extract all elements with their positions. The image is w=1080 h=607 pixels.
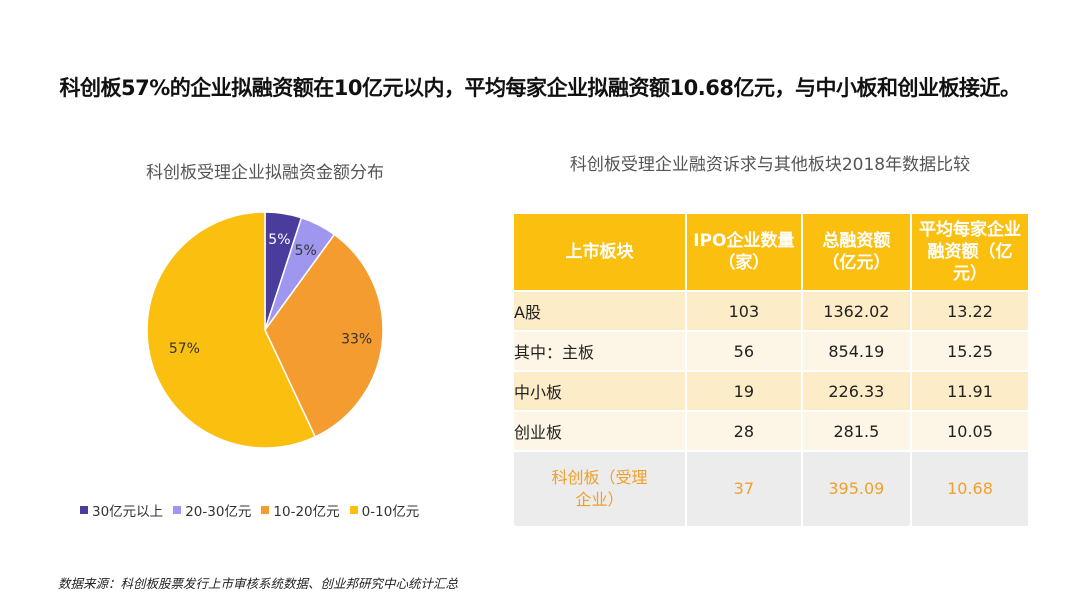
headline: 科创板57%的企业拟融资额在10亿元以内，平均每家企业拟融资额10.68亿元，与… — [59, 76, 1021, 100]
legend-swatch — [349, 506, 358, 514]
pie-legend: 30亿元以上 20-30亿元 10-20亿元 0-10亿元 — [80, 500, 480, 520]
column-header-ipo-count: IPO企业数量（家） — [687, 214, 801, 290]
table-row: A股 103 1362.02 13.22 — [514, 292, 1028, 330]
legend-label: 0-10亿元 — [361, 504, 420, 520]
legend-item: 0-10亿元 — [349, 500, 420, 520]
row-total: 854.19 — [802, 332, 910, 370]
pie-chart: 5% 5% 33% 57% — [146, 211, 384, 449]
row-total: 226.33 — [802, 372, 910, 410]
row-avg: 10.68 — [912, 452, 1028, 526]
row-avg: 13.22 — [912, 292, 1028, 330]
comparison-table: 上市板块 IPO企业数量（家） 总融资额（亿元） 平均每家企业融资额（亿元） A… — [512, 212, 1030, 528]
legend-item: 10-20亿元 — [261, 500, 340, 520]
pie-data-label: 33% — [341, 332, 372, 348]
column-header-total-financing: 总融资额（亿元） — [802, 214, 910, 290]
pie-chart-title: 科创板受理企业拟融资金额分布 — [146, 163, 384, 183]
row-count: 19 — [687, 372, 801, 410]
legend-swatch — [173, 506, 182, 514]
row-avg: 11.91 — [912, 372, 1028, 410]
row-count: 37 — [687, 452, 801, 526]
pie-slice — [146, 211, 317, 449]
table-title: 科创板受理企业融资诉求与其他板块2018年数据比较 — [569, 155, 971, 175]
table-header-row: 上市板块 IPO企业数量（家） 总融资额（亿元） 平均每家企业融资额（亿元） — [514, 214, 1028, 290]
row-name: 创业板 — [514, 412, 685, 450]
row-name: A股 — [514, 292, 685, 330]
table-row: 中小板 19 226.33 11.91 — [514, 372, 1028, 410]
row-name: 中小板 — [514, 372, 685, 410]
pie-data-label: 57% — [169, 341, 200, 357]
row-count: 103 — [687, 292, 801, 330]
row-total: 281.5 — [802, 412, 910, 450]
legend-label: 10-20亿元 — [273, 504, 340, 520]
pie-slice — [264, 233, 384, 438]
legend-item: 20-30亿元 — [173, 500, 251, 520]
row-name-text: 科创板（受理企业） — [551, 468, 648, 509]
row-name: 科创板（受理企业） — [514, 452, 685, 526]
row-name: 其中：主板 — [514, 332, 685, 370]
row-count: 56 — [687, 332, 801, 370]
column-header-avg-financing: 平均每家企业融资额（亿元） — [912, 214, 1028, 290]
row-count: 28 — [687, 412, 801, 450]
row-avg: 15.25 — [912, 332, 1028, 370]
pie-data-label: 5% — [295, 243, 317, 259]
pie-data-label: 5% — [268, 232, 290, 248]
legend-label: 30亿元以上 — [92, 504, 164, 520]
table-row-highlight: 科创板（受理企业） 37 395.09 10.68 — [514, 452, 1028, 526]
table-row: 创业板 28 281.5 10.05 — [514, 412, 1028, 450]
legend-swatch — [261, 506, 270, 514]
table-row: 其中：主板 56 854.19 15.25 — [514, 332, 1028, 370]
source-note: 数据来源：科创板股票发行上市审核系统数据、创业邦研究中心统计汇总 — [58, 576, 459, 591]
row-total: 395.09 — [802, 452, 910, 526]
row-total: 1362.02 — [802, 292, 910, 330]
row-avg: 10.05 — [912, 412, 1028, 450]
column-header-board: 上市板块 — [514, 214, 685, 290]
legend-item: 30亿元以上 — [80, 500, 163, 520]
legend-label: 20-30亿元 — [185, 504, 252, 520]
legend-swatch — [80, 506, 88, 514]
